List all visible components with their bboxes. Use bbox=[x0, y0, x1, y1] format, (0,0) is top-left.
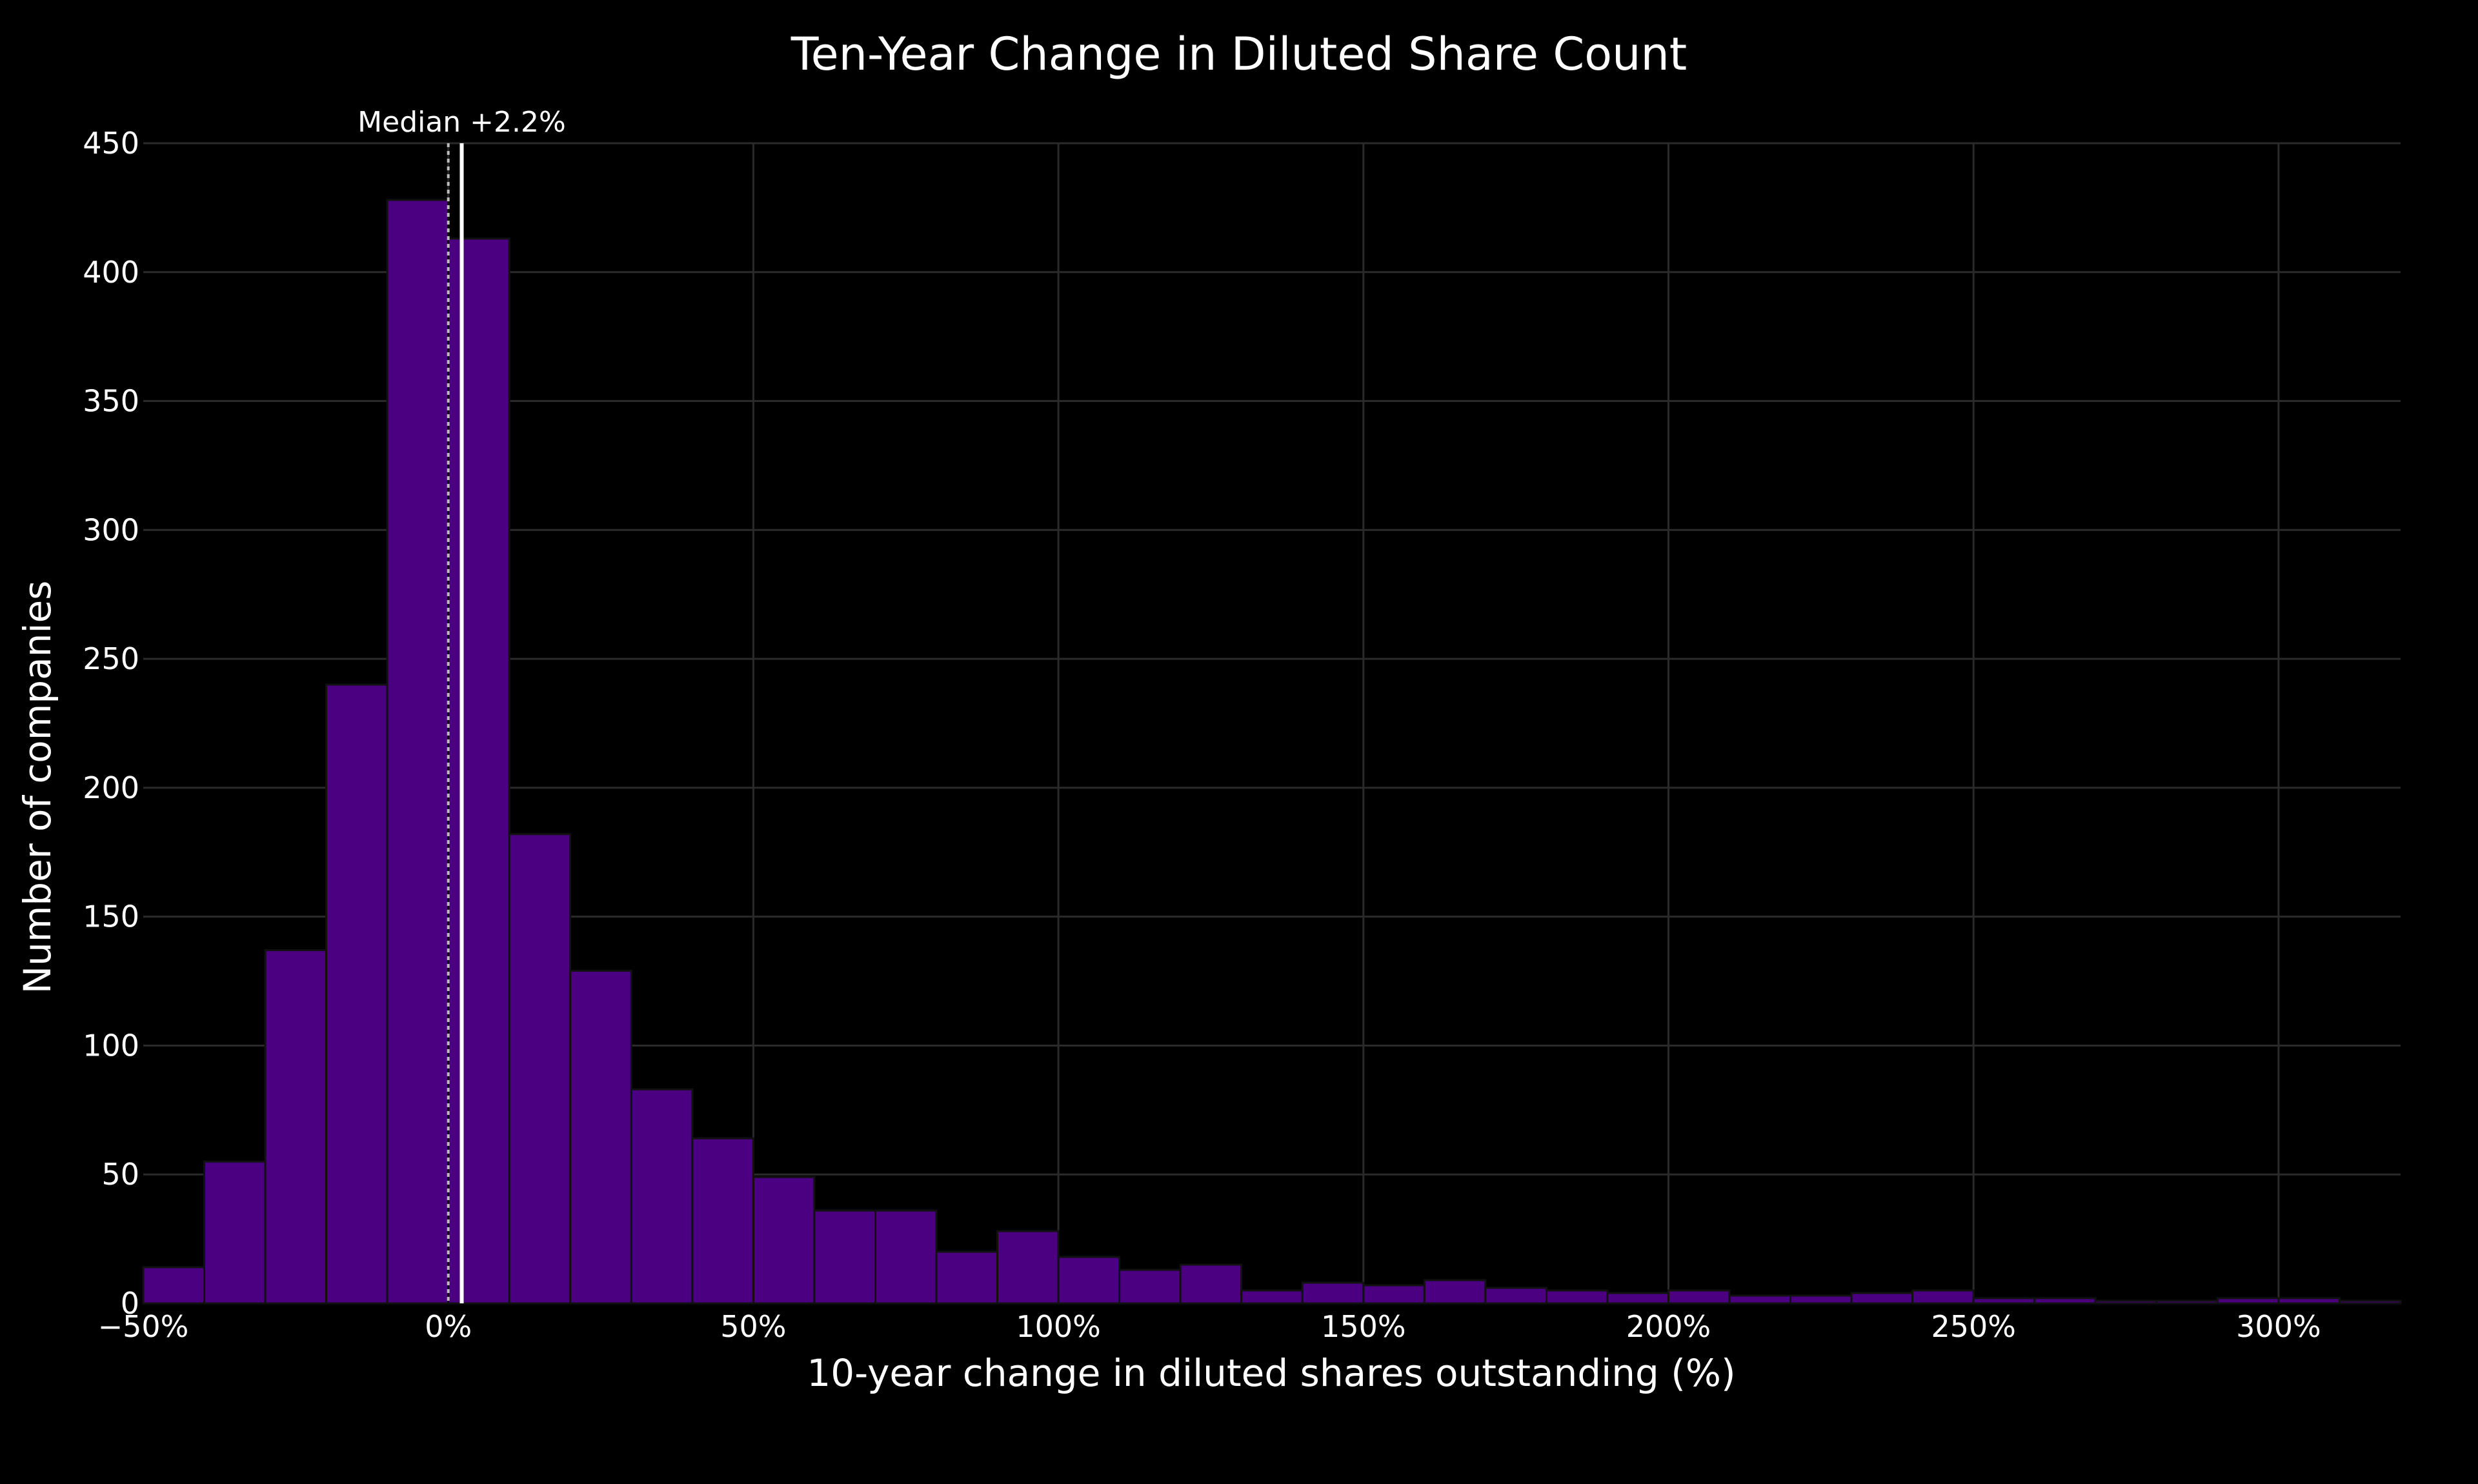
histogram-bar bbox=[1240, 1289, 1304, 1305]
histogram-bars bbox=[142, 199, 2402, 1305]
histogram-bar bbox=[2033, 1297, 2097, 1305]
histogram-bar bbox=[1301, 1281, 1365, 1305]
x-tick-label: −50% bbox=[98, 1309, 189, 1344]
histogram-bar bbox=[996, 1230, 1060, 1305]
x-axis-ticks: −50% 0% 50% 100% 150% 200% 250% 300% bbox=[98, 1309, 2321, 1344]
histogram-bar bbox=[508, 833, 572, 1305]
y-tick-label: 150 bbox=[83, 899, 139, 934]
y-tick-label: 200 bbox=[83, 770, 139, 805]
y-tick-label: 100 bbox=[83, 1028, 139, 1063]
histogram-bar bbox=[1850, 1292, 1914, 1305]
histogram-bar bbox=[752, 1176, 816, 1305]
histogram-bar bbox=[1972, 1297, 2036, 1305]
histogram-bar bbox=[1911, 1289, 1975, 1305]
y-tick-label: 250 bbox=[83, 641, 139, 676]
histogram-bar bbox=[1789, 1294, 1853, 1305]
histogram-bar bbox=[874, 1209, 938, 1305]
histogram-bar bbox=[1362, 1284, 1425, 1305]
x-tick-label: 200% bbox=[1626, 1309, 1711, 1344]
x-tick-label: 50% bbox=[720, 1309, 786, 1344]
x-tick-label: 100% bbox=[1016, 1309, 1101, 1344]
histogram-bar bbox=[935, 1250, 999, 1305]
y-axis-ticks: 0 50 100 150 200 250 300 350 400 450 bbox=[83, 126, 139, 1321]
histogram-bar bbox=[1728, 1294, 1792, 1305]
chart-title: Ten-Year Change in Diluted Share Count bbox=[791, 28, 1687, 81]
histogram-bar bbox=[1423, 1279, 1487, 1305]
histogram-bar bbox=[691, 1137, 754, 1305]
histogram-bar bbox=[2216, 1297, 2280, 1305]
histogram-bar bbox=[264, 949, 328, 1305]
y-tick-label: 350 bbox=[83, 384, 139, 419]
y-tick-label: 450 bbox=[83, 126, 139, 161]
histogram-bar bbox=[813, 1209, 876, 1305]
reference-lines bbox=[447, 143, 464, 1303]
histogram-bar bbox=[1606, 1292, 1670, 1305]
median-annotation: Median +2.2% bbox=[358, 106, 566, 139]
x-tick-label: 300% bbox=[2236, 1309, 2321, 1344]
histogram-bar bbox=[2094, 1299, 2158, 1305]
histogram-bar bbox=[1057, 1256, 1121, 1305]
histogram-bar bbox=[386, 199, 450, 1305]
histogram-bar bbox=[142, 1266, 206, 1305]
y-axis-title: Number of companies bbox=[15, 581, 59, 994]
histogram-bar bbox=[1118, 1268, 1182, 1305]
y-tick-label: 50 bbox=[101, 1157, 139, 1192]
histogram-bar bbox=[325, 683, 388, 1305]
x-axis-title: 10-year change in diluted shares outstan… bbox=[807, 1351, 1735, 1395]
y-tick-label: 0 bbox=[121, 1286, 139, 1321]
y-tick-label: 300 bbox=[83, 512, 139, 547]
histogram-bar bbox=[203, 1160, 267, 1305]
y-tick-label: 400 bbox=[83, 255, 139, 290]
x-tick-label: 150% bbox=[1321, 1309, 1406, 1344]
histogram-bar bbox=[2338, 1299, 2402, 1305]
x-tick-label: 250% bbox=[1931, 1309, 2016, 1344]
histogram-bar bbox=[569, 970, 632, 1305]
histogram-bar bbox=[630, 1088, 694, 1305]
histogram-bar bbox=[1484, 1287, 1547, 1305]
x-tick-label: 0% bbox=[425, 1309, 472, 1344]
histogram-bar bbox=[1179, 1263, 1243, 1305]
histogram-bar bbox=[1545, 1289, 1609, 1305]
histogram-bar bbox=[447, 237, 510, 1305]
histogram-bar bbox=[1667, 1289, 1731, 1305]
histogram-bar bbox=[2277, 1297, 2341, 1305]
histogram-bar bbox=[2155, 1299, 2219, 1305]
